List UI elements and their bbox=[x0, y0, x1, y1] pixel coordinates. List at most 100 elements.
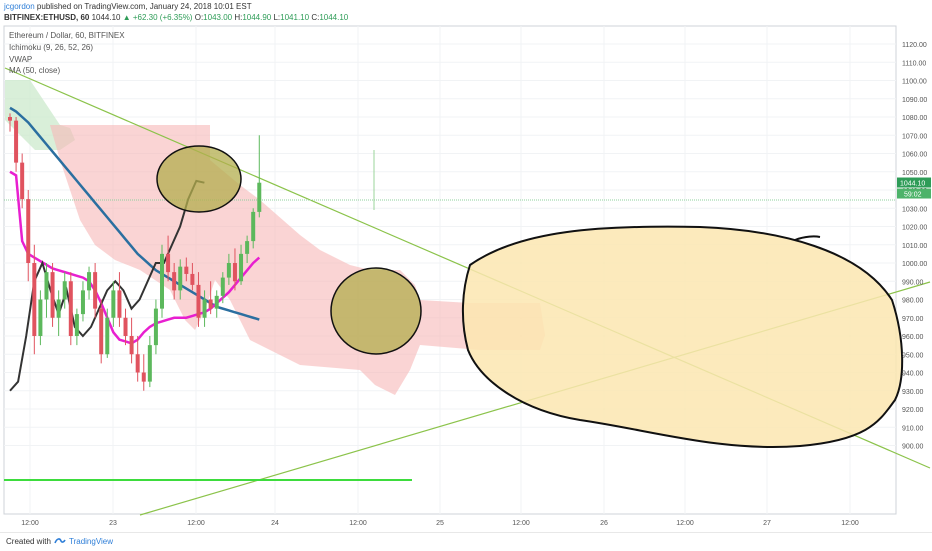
low-label: L: bbox=[273, 13, 281, 22]
candle-body bbox=[232, 263, 237, 282]
open-label: O: bbox=[194, 13, 204, 22]
author-link[interactable]: jcgordon bbox=[4, 2, 35, 11]
candle-body bbox=[226, 263, 231, 278]
candle-body bbox=[117, 290, 122, 318]
legend-title: Ethereum / Dollar, 60, BITFINEX bbox=[9, 31, 125, 40]
candle-body bbox=[172, 272, 177, 291]
candle-body bbox=[50, 272, 55, 318]
candle-body bbox=[32, 263, 37, 336]
candle-body bbox=[74, 314, 79, 336]
candle-body bbox=[44, 272, 49, 300]
candle-body bbox=[251, 211, 256, 242]
legend-vwap[interactable]: VWAP bbox=[9, 55, 33, 64]
x-tick-label: 12:00 bbox=[187, 520, 205, 527]
candle-body bbox=[99, 308, 104, 355]
candle-body bbox=[214, 295, 219, 309]
candle-body bbox=[202, 299, 207, 318]
candle-body bbox=[245, 241, 250, 254]
y-tick-label: 1020.00 bbox=[902, 225, 927, 232]
candle-body bbox=[68, 281, 73, 336]
x-tick-label: 12:00 bbox=[841, 520, 859, 527]
countdown-tag: 59:02 bbox=[904, 192, 922, 199]
candle-body bbox=[153, 308, 158, 346]
low-value: 1041.10 bbox=[280, 13, 310, 22]
tradingview-brand[interactable]: TradingView bbox=[69, 537, 114, 546]
y-tick-label: 930.00 bbox=[902, 389, 924, 396]
x-tick-label: 24 bbox=[271, 520, 279, 527]
candle-body bbox=[93, 272, 98, 309]
x-tick-label: 27 bbox=[763, 520, 771, 527]
x-tick-label: 23 bbox=[109, 520, 117, 527]
high-label: H: bbox=[234, 13, 243, 22]
candle-body bbox=[220, 277, 225, 296]
high-value: 1044.90 bbox=[242, 13, 272, 22]
y-tick-label: 990.00 bbox=[902, 279, 924, 286]
drawn-price-path bbox=[9, 179, 205, 392]
close-label: C: bbox=[311, 13, 320, 22]
x-tick-label: 26 bbox=[600, 520, 608, 527]
candle-body bbox=[190, 273, 195, 285]
header-line-2: BITFINEX:ETHUSD, 60 1044.10 ▲ +62.30 (+6… bbox=[4, 13, 348, 22]
candle-body bbox=[8, 117, 12, 121]
candles bbox=[8, 113, 262, 391]
y-tick-label: 970.00 bbox=[902, 316, 924, 323]
candle-body bbox=[141, 372, 146, 382]
candle-body bbox=[257, 182, 262, 212]
user-drawings bbox=[156, 145, 904, 449]
y-tick-label: 1120.00 bbox=[902, 42, 927, 49]
last-price-tag-bg bbox=[897, 177, 931, 188]
symbol-label: BITFINEX:ETHUSD, 60 bbox=[4, 13, 90, 22]
price-axis[interactable]: 900.00 910.00 920.00 930.00 940.00 950.00 960.… bbox=[902, 42, 927, 451]
price-tags: 1044.10 59:02 bbox=[897, 177, 931, 199]
y-tick-label: 1030.00 bbox=[902, 206, 927, 213]
projection-tail bbox=[794, 235, 821, 241]
highlight-circle bbox=[156, 145, 242, 213]
y-tick-label: 960.00 bbox=[902, 334, 924, 341]
x-tick-label: 12:00 bbox=[512, 520, 530, 527]
price-change: ▲ +62.30 (+6.35%) bbox=[122, 13, 193, 22]
y-tick-label: 980.00 bbox=[902, 298, 924, 305]
y-tick-label: 920.00 bbox=[902, 407, 924, 414]
candle-body bbox=[105, 317, 110, 355]
y-tick-label: 1000.00 bbox=[902, 261, 927, 268]
candle-body bbox=[147, 345, 152, 382]
x-tick-label: 12:00 bbox=[676, 520, 694, 527]
open-value: 1043.00 bbox=[203, 13, 233, 22]
candle-body bbox=[56, 299, 61, 318]
y-tick-label: 940.00 bbox=[902, 371, 924, 378]
time-axis[interactable]: 12:00 23 12:00 24 12:00 25 12:00 26 12:00 27 12:00 bbox=[21, 520, 859, 527]
candle-body bbox=[80, 290, 85, 315]
candle-body bbox=[166, 253, 171, 273]
candle-body bbox=[20, 162, 25, 200]
candle-body bbox=[87, 272, 92, 291]
y-tick-label: 1010.00 bbox=[902, 243, 927, 250]
y-tick-label: 910.00 bbox=[902, 425, 924, 432]
x-tick-label: 25 bbox=[436, 520, 444, 527]
created-with-text: Created with bbox=[6, 537, 51, 546]
y-tick-label: 1050.00 bbox=[902, 170, 927, 177]
y-tick-label: 900.00 bbox=[902, 444, 924, 451]
y-tick-label: 1060.00 bbox=[902, 152, 927, 159]
candle-body bbox=[239, 253, 244, 282]
candle-body bbox=[208, 299, 213, 309]
candle-body bbox=[123, 317, 128, 336]
x-tick-label: 12:00 bbox=[21, 520, 39, 527]
candle-body bbox=[135, 354, 140, 373]
candle-body bbox=[62, 281, 67, 300]
published-text: published on TradingView.com, January 24… bbox=[36, 2, 252, 11]
footer: Created with TradingView bbox=[0, 532, 932, 551]
candle-body bbox=[111, 290, 116, 318]
y-tick-label: 1070.00 bbox=[902, 133, 927, 140]
candle-body bbox=[178, 266, 183, 291]
candle-body bbox=[26, 199, 31, 263]
legend-ma[interactable]: MA (50, close) bbox=[9, 66, 61, 75]
countdown-tag-bg bbox=[897, 188, 931, 199]
header-line-1: jcgordon published on TradingView.com, J… bbox=[4, 2, 252, 11]
last-price: 1044.10 bbox=[91, 13, 121, 22]
candle-body bbox=[14, 120, 19, 163]
y-tick-label: 1110.00 bbox=[902, 60, 926, 67]
price-chart[interactable]: 900.00 910.00 920.00 930.00 940.00 950.00 960.… bbox=[0, 25, 932, 532]
y-tick-label: 1100.00 bbox=[902, 79, 927, 86]
legend-ichimoku[interactable]: Ichimoku (9, 26, 52, 26) bbox=[9, 43, 94, 52]
close-value: 1044.10 bbox=[319, 13, 349, 22]
